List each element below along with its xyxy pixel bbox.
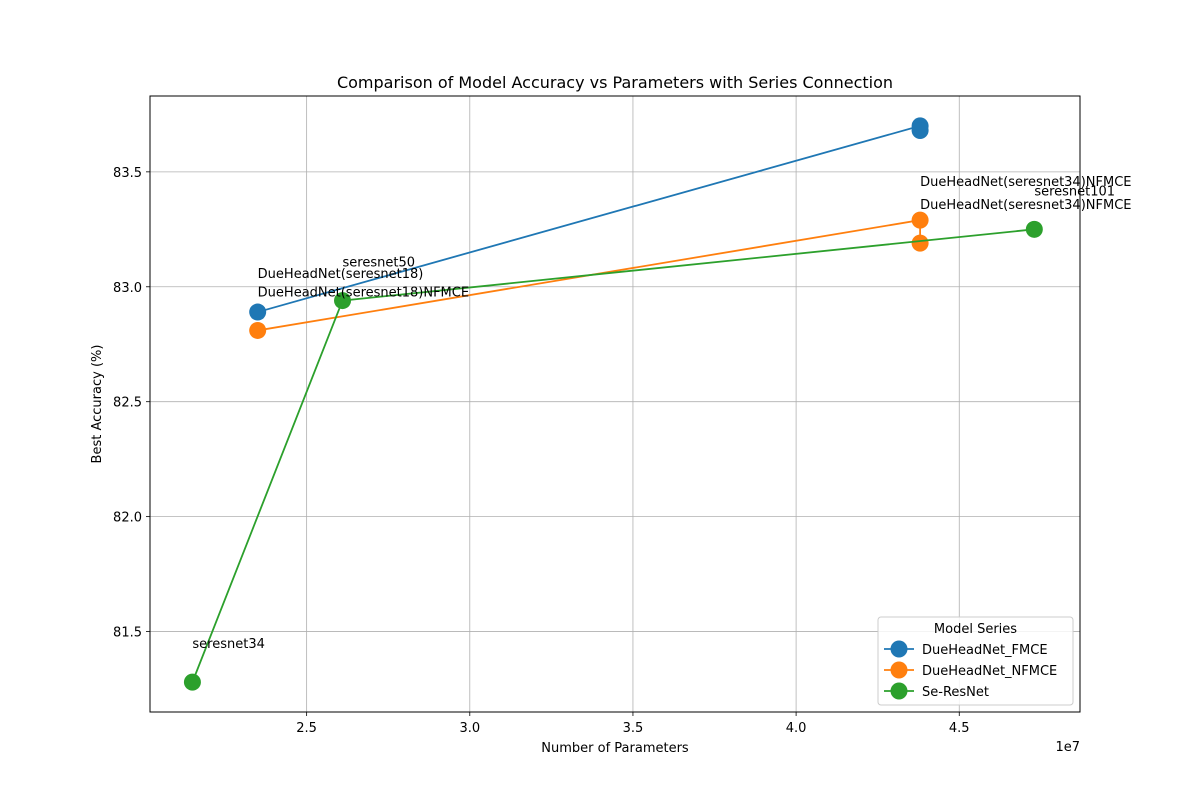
- x-axis-offset-label: 1e7: [1055, 740, 1080, 755]
- y-tick-label: 81.5: [113, 626, 142, 641]
- y-tick-label: 82.0: [113, 511, 142, 526]
- x-tick-label: 3.0: [459, 721, 480, 736]
- y-tick-label: 83.5: [113, 166, 142, 181]
- point-annotation: DueHeadNet(seresnet34)NFMCE: [920, 175, 1131, 190]
- x-tick-label: 3.5: [623, 721, 644, 736]
- x-axis-label: Number of Parameters: [541, 741, 689, 756]
- legend-entry: DueHeadNet_NFMCE: [922, 664, 1057, 679]
- legend-marker: [890, 661, 908, 679]
- plot-frame: [149, 95, 1081, 713]
- point-annotation: seresnet101: [1034, 184, 1115, 199]
- x-tick-label: 4.0: [786, 721, 807, 736]
- chart-title: Comparison of Model Accuracy vs Paramete…: [337, 73, 893, 92]
- data-point: [249, 321, 267, 339]
- point-annotations: DueHeadNet(seresnet18) DueHeadNet(seresne…: [192, 175, 1131, 652]
- y-axis-label: Best Accuracy (%): [90, 345, 105, 464]
- legend-entry: DueHeadNet_FMCE: [922, 643, 1048, 658]
- point-annotation: DueHeadNet(seresnet34)NFMCE: [920, 198, 1131, 213]
- data-point: [334, 292, 352, 310]
- point-annotation: DueHeadNet(seresnet18)NFMCE: [258, 285, 469, 300]
- legend-marker: [890, 682, 908, 700]
- y-tick-label: 83.0: [113, 281, 142, 296]
- data-point: [911, 211, 929, 229]
- data-point: [911, 234, 929, 252]
- series-lines: [183, 117, 1043, 691]
- y-tick-label: 82.5: [113, 396, 142, 411]
- point-annotation: DueHeadNet(seresnet18): [258, 267, 424, 282]
- point-annotation: seresnet34: [192, 637, 264, 652]
- legend-title: Model Series: [934, 622, 1017, 637]
- data-point: [249, 303, 267, 321]
- data-point: [1025, 220, 1043, 238]
- point-annotation: seresnet50: [343, 256, 415, 271]
- grid: [150, 96, 1080, 712]
- x-tick-label: 4.5: [949, 721, 970, 736]
- data-point: [183, 673, 201, 691]
- x-tick-label: 2.5: [296, 721, 317, 736]
- legend-entry: Se-ResNet: [922, 685, 989, 700]
- axis-ticks: 2.5 3.0 3.5 4.0 4.5 81.5 82.0 82.5 83.0 83.5: [113, 166, 970, 736]
- legend-marker: [890, 640, 908, 658]
- legend: Model Series DueHeadNet_FMCE DueHeadNet_NF…: [877, 616, 1074, 706]
- legend-box: [877, 616, 1074, 706]
- data-point: [911, 121, 929, 139]
